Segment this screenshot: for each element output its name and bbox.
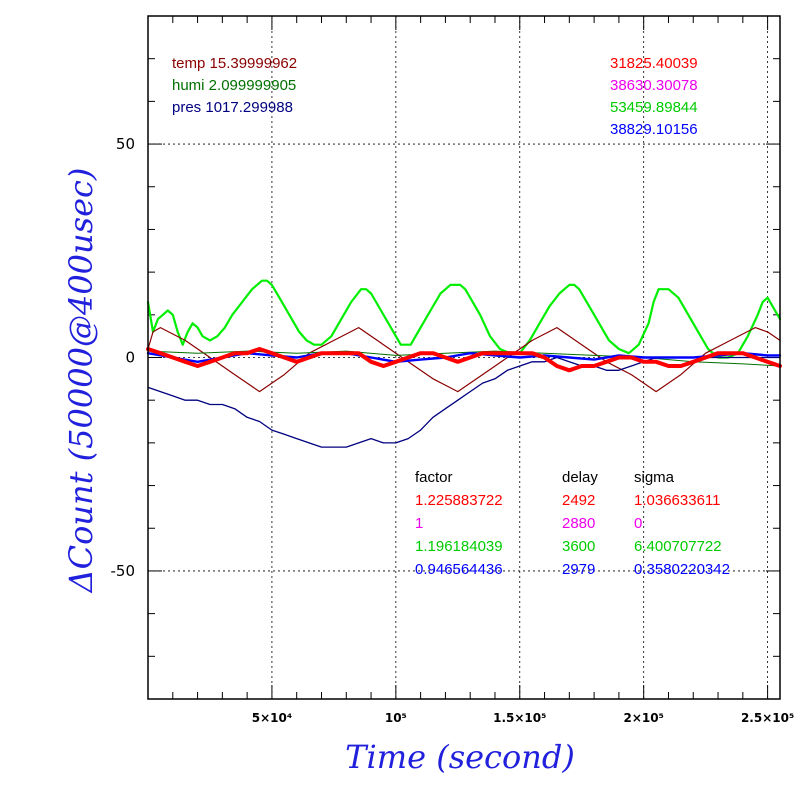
table-cell: 1.196184039 xyxy=(415,538,503,555)
stats-table: factor delay sigma 1.225883722 2492 1.0366336… xyxy=(415,469,730,578)
y-tick-label: 0 xyxy=(125,349,135,367)
plot-series xyxy=(146,279,782,448)
info-right-line: 31825.40039 xyxy=(610,55,698,72)
plot-frame xyxy=(147,15,781,700)
info-left-line: temp 15.39999962 xyxy=(172,55,297,72)
table-cell: 2979 xyxy=(562,561,595,578)
info-right-line: 38829.10156 xyxy=(610,121,698,138)
table-cell: 0.946564436 xyxy=(415,561,503,578)
table-cell: 1 xyxy=(415,515,423,532)
table-cell: 0 xyxy=(634,515,642,532)
table-cell: 0.3580220342 xyxy=(634,561,730,578)
x-tick-label: 2.5×10⁵ xyxy=(741,711,794,725)
x-tick-labels: 5×10⁴ 10⁵ 1.5×10⁵ 2×10⁵ 2.5×10⁵ xyxy=(252,711,795,725)
info-left-line: humi 2.099999905 xyxy=(172,77,296,94)
y-tick-label: 50 xyxy=(116,135,135,153)
info-right-block: 31825.40039 38630.30078 53459.89844 38829.1… xyxy=(610,55,698,138)
series-line-5 xyxy=(146,347,782,373)
table-header: sigma xyxy=(634,469,675,486)
info-right-line: 38630.30078 xyxy=(610,77,698,94)
y-axis-title: ΔCount (50000@400usec) xyxy=(62,168,100,595)
series-line-1 xyxy=(147,327,781,393)
series-line-0 xyxy=(146,279,782,359)
info-left-block: temp 15.39999962 humi 2.099999905 pres 101… xyxy=(172,55,297,116)
table-cell: 2492 xyxy=(562,492,595,509)
table-cell: 1.225883722 xyxy=(415,492,503,509)
x-tick-label: 5×10⁴ xyxy=(252,711,292,725)
table-cell: 2880 xyxy=(562,515,595,532)
x-tick-label: 2×10⁵ xyxy=(624,711,664,725)
table-cell: 6.400707722 xyxy=(634,538,722,555)
axis-ticks xyxy=(148,16,780,699)
table-cell: 3600 xyxy=(562,538,595,555)
table-header: factor xyxy=(415,469,453,486)
table-header: delay xyxy=(562,469,598,486)
info-right-line: 53459.89844 xyxy=(610,99,698,116)
x-axis-title: Time (second) xyxy=(345,738,575,776)
x-tick-label: 1.5×10⁵ xyxy=(493,711,546,725)
y-tick-labels: -50 0 50 xyxy=(111,135,136,580)
info-left-line: pres 1017.299988 xyxy=(172,99,293,116)
table-cell: 1.036633611 xyxy=(634,492,720,509)
series-line-4 xyxy=(146,352,782,363)
x-tick-label: 10⁵ xyxy=(385,711,407,725)
y-tick-label: -50 xyxy=(111,562,136,580)
